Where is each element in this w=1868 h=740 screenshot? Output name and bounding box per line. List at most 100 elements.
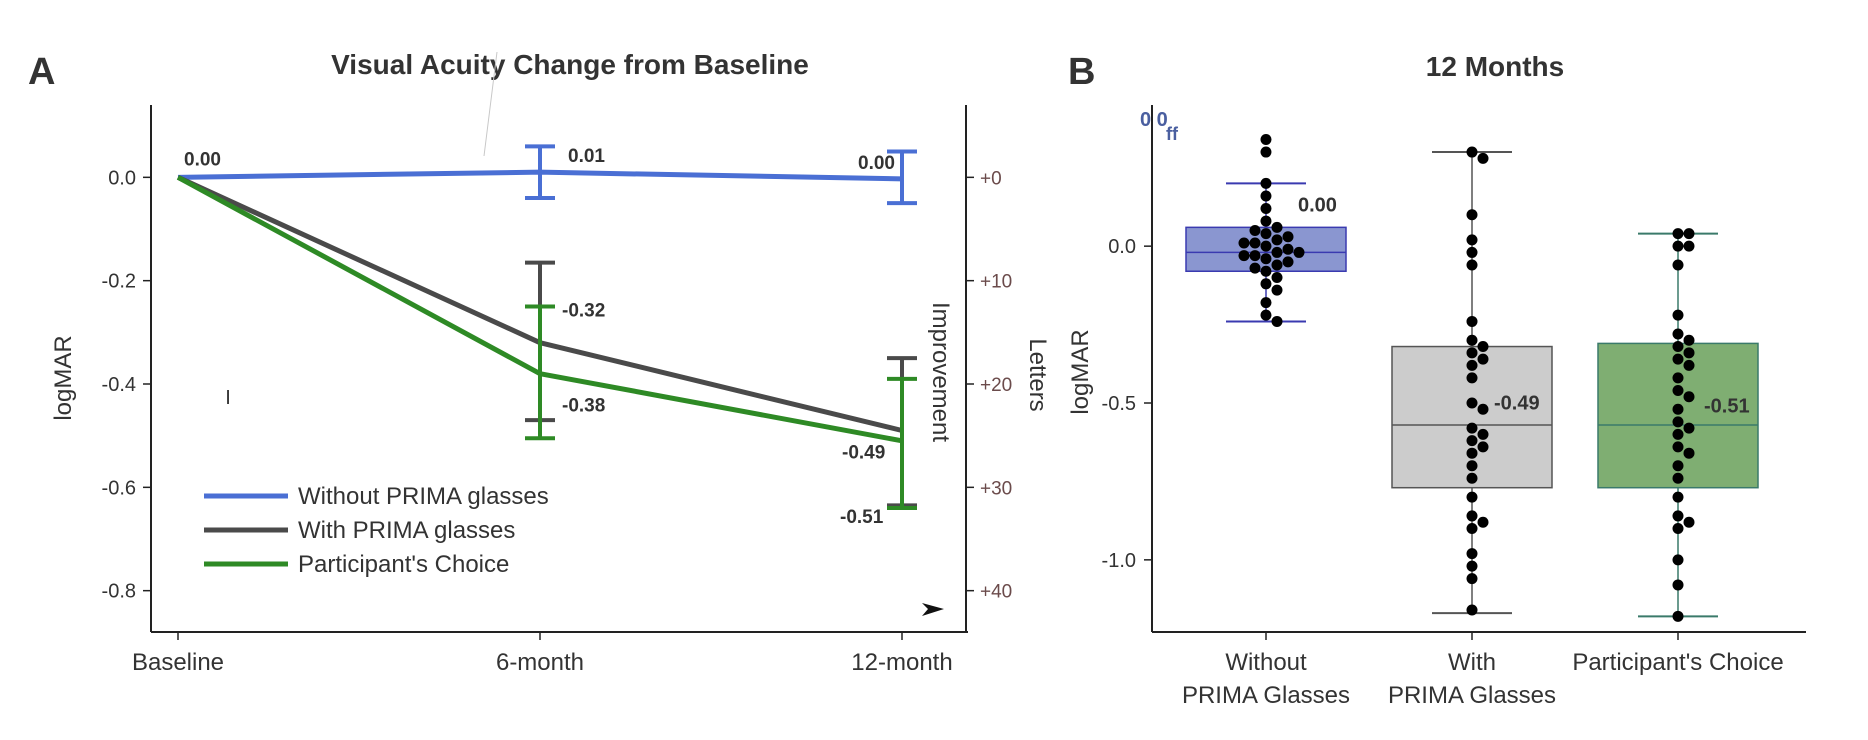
data-point	[1477, 516, 1489, 528]
data-point	[1466, 397, 1478, 409]
data-point	[1466, 560, 1478, 572]
panel-a-title: Visual Acuity Change from Baseline	[331, 49, 809, 80]
y-tick-label: -0.4	[102, 374, 136, 396]
data-point	[1466, 472, 1478, 484]
stray-mark: I	[225, 387, 231, 409]
panel-a-series: 0.00 0.01 0.00 -0.32 -0.49 -0.38 -0.51	[176, 144, 917, 528]
panel-b-ticks: 0.0 -0.5 -1.0 Without PRIMA Glasses With PRIMA…	[1102, 236, 1784, 709]
data-point	[1466, 491, 1478, 503]
data-point	[1271, 284, 1283, 296]
data-point	[1477, 428, 1489, 440]
x-tick-label: 6-month	[496, 649, 584, 676]
data-point	[1672, 491, 1684, 503]
data-point	[1683, 228, 1695, 240]
data-point	[1672, 472, 1684, 484]
corner-text-top: 0 0	[1140, 109, 1168, 131]
annotation-leader-line	[483, 51, 498, 157]
data-point	[1238, 237, 1250, 249]
data-point	[1683, 516, 1695, 528]
data-point	[1672, 353, 1684, 365]
x-tick-label-line1: With	[1448, 649, 1496, 676]
data-point	[1466, 522, 1478, 534]
x-tick-label-line2: PRIMA Glasses	[1182, 682, 1350, 709]
panel-a-right-label-improvement: Improvement	[927, 302, 954, 442]
data-point	[1466, 234, 1478, 246]
data-point	[1260, 215, 1272, 227]
data-point	[1282, 231, 1294, 243]
data-point	[1672, 309, 1684, 321]
data-point	[1249, 237, 1261, 249]
x-tick-label-line2: PRIMA Glasses	[1388, 682, 1556, 709]
panel-a-right-label-letters: Letters	[1024, 338, 1051, 411]
data-point	[1466, 347, 1478, 359]
data-label: -0.38	[562, 396, 605, 417]
data-point	[1260, 177, 1272, 189]
data-point	[1477, 353, 1489, 365]
data-point	[1672, 328, 1684, 340]
panel-a-legend: Without PRIMA glasses With PRIMA glasses P…	[204, 483, 549, 578]
x-tick-label-line1: Without	[1225, 649, 1307, 676]
data-point	[1466, 422, 1478, 434]
data-point	[1466, 246, 1478, 258]
data-point	[1466, 604, 1478, 616]
data-point	[1260, 203, 1272, 215]
data-point	[1271, 246, 1283, 258]
right-tick-label: +30	[980, 478, 1012, 499]
legend-label: Participant's Choice	[298, 551, 509, 578]
data-label: -0.32	[562, 301, 605, 322]
data-label: 0.00	[858, 153, 895, 174]
panel-b-ylabel: logMAR	[1067, 329, 1094, 414]
data-point	[1466, 447, 1478, 459]
data-point	[1260, 228, 1272, 240]
y-tick-label: -0.2	[102, 271, 136, 293]
data-point	[1238, 250, 1250, 262]
data-point	[1249, 250, 1261, 262]
right-tick-label: +40	[980, 582, 1012, 603]
data-point	[1466, 510, 1478, 522]
data-point	[1477, 441, 1489, 453]
data-point	[1260, 146, 1272, 158]
y-tick-label: 0.0	[108, 167, 136, 189]
x-tick-label-line1: Participant's Choice	[1572, 649, 1783, 676]
right-tick-label: +20	[980, 375, 1012, 396]
data-point	[1271, 272, 1283, 284]
data-point	[1477, 341, 1489, 353]
panel-a-ticks: 0.0 -0.2 -0.4 -0.6 -0.8 +0 +10 +20 +30 +40 Baselin…	[102, 167, 1013, 676]
right-tick-label: +10	[980, 272, 1012, 293]
data-point	[1672, 428, 1684, 440]
panel-b-boxes: 0.00 -0.49 -0.51	[1185, 134, 1759, 622]
data-point	[1672, 522, 1684, 534]
data-point	[1271, 234, 1283, 246]
data-point	[1466, 359, 1478, 371]
x-tick-label: 12-month	[851, 649, 952, 676]
data-point	[1293, 246, 1305, 258]
data-point	[1672, 403, 1684, 415]
median-label: 0.00	[1298, 195, 1337, 217]
y-tick-label: -0.8	[102, 581, 136, 603]
data-point	[1672, 372, 1684, 384]
data-point	[1672, 416, 1684, 428]
data-point	[1683, 359, 1695, 371]
panel-b-title: 12 Months	[1426, 51, 1564, 82]
data-point	[1282, 256, 1294, 268]
data-point	[1260, 253, 1272, 265]
data-point	[1249, 224, 1261, 236]
data-point	[1683, 347, 1695, 359]
panel-a-ylabel: logMAR	[50, 335, 77, 420]
data-point	[1466, 372, 1478, 384]
data-point	[1477, 152, 1489, 164]
y-tick-label: -0.5	[1102, 393, 1136, 415]
data-point	[1466, 460, 1478, 472]
data-point	[1672, 579, 1684, 591]
data-label: 0.00	[184, 149, 221, 170]
data-point	[1466, 334, 1478, 346]
arrow-cursor-icon	[922, 603, 944, 616]
data-point	[1271, 315, 1283, 327]
data-point	[1260, 190, 1272, 202]
data-point	[1683, 422, 1695, 434]
data-point	[1683, 391, 1695, 403]
y-tick-label: -1.0	[1102, 550, 1136, 572]
data-point	[1466, 209, 1478, 221]
data-point	[1683, 334, 1695, 346]
